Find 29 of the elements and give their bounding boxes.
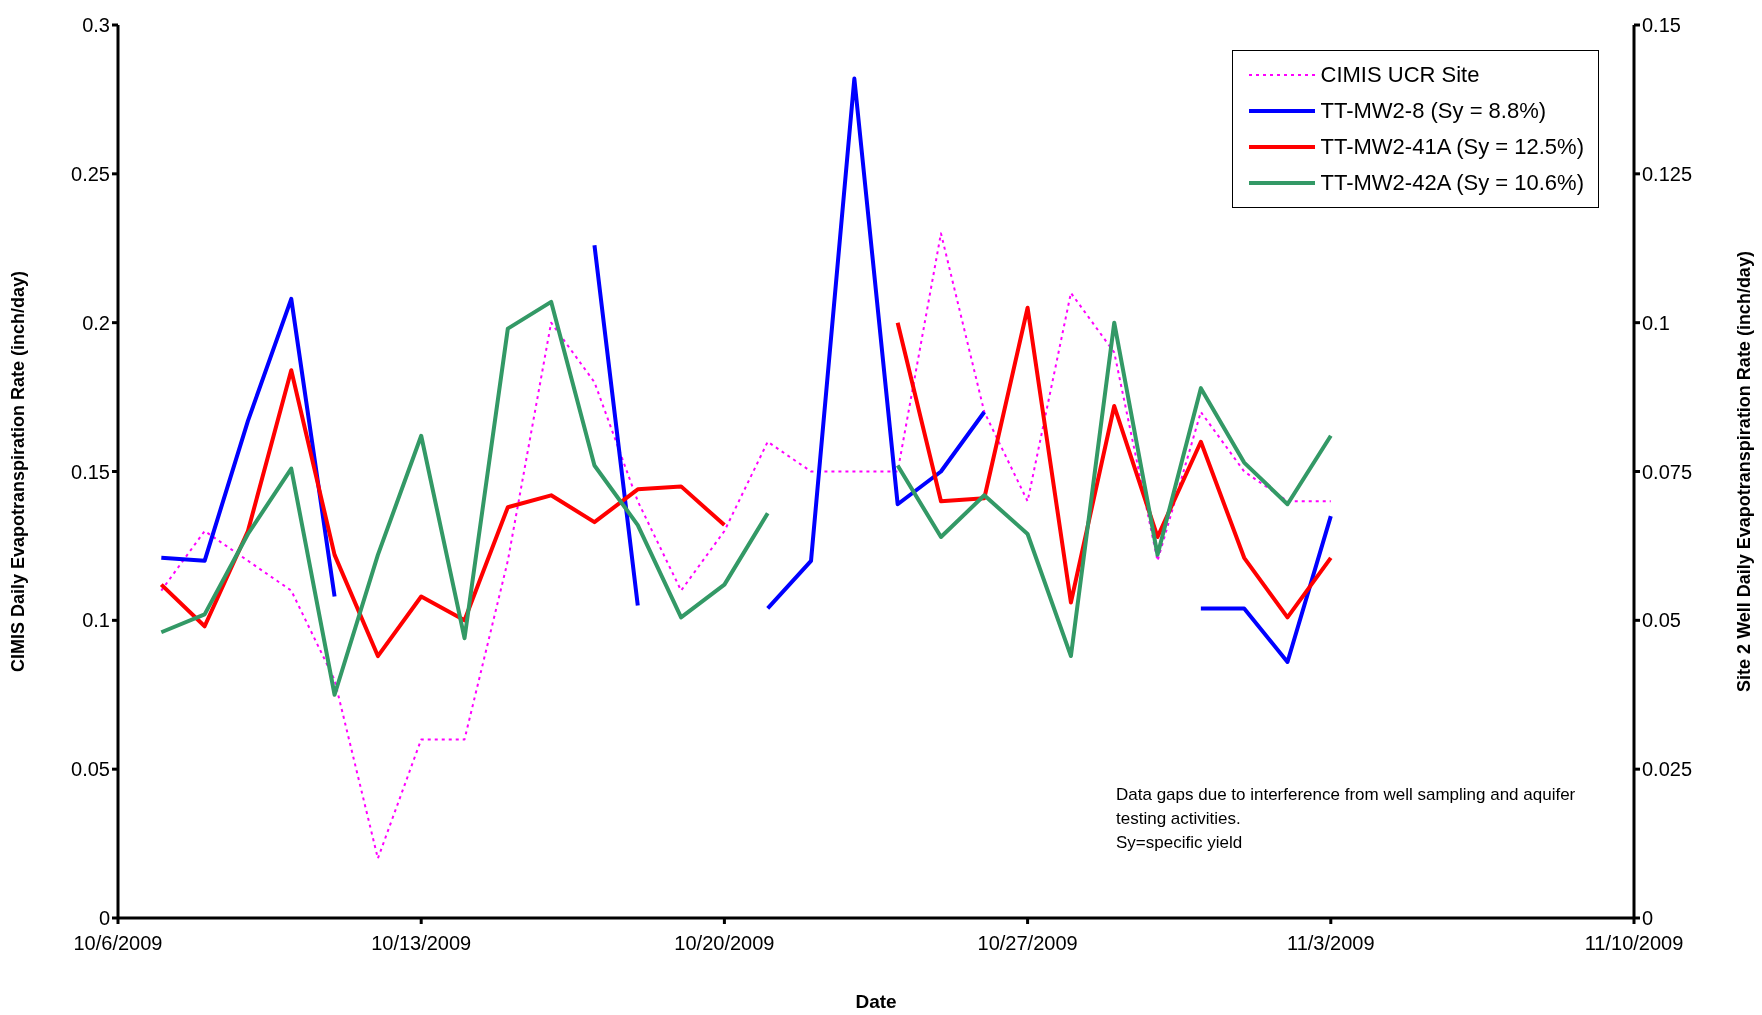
x-tick-label: 11/10/2009 — [1584, 932, 1684, 955]
y2-tick-label: 0.125 — [1642, 162, 1693, 185]
x-axis-title: Date — [855, 991, 897, 1012]
annotation: Data gaps due to interference from well sampling and aquifer testing activities. — [1116, 784, 1577, 830]
x-tick-label: 10/20/2009 — [674, 932, 775, 955]
x-tick-label: 10/27/2009 — [977, 932, 1078, 955]
y2-tick-label: 0.15 — [1642, 14, 1681, 37]
x-tick-label: 11/3/2009 — [1287, 932, 1375, 955]
x-tick-label: 10/13/2009 — [371, 932, 472, 955]
y2-axis-title: Site 2 Well Daily Evapotranspiration Rate (inch/day) — [1734, 251, 1755, 692]
y-tick-label: 0.15 — [71, 460, 110, 483]
y-tick-label: 0.3 — [82, 14, 110, 37]
y-tick-label: 0.05 — [71, 758, 110, 781]
legend-label: TT-MW2-8 (Sy = 8.8%) — [1320, 98, 1547, 124]
y2-tick-label: 0.05 — [1642, 609, 1681, 632]
y-tick-label: 0.1 — [82, 609, 110, 632]
x-tick-label: 10/6/2009 — [73, 932, 163, 955]
annotation: Sy=specific yield — [1116, 832, 1244, 854]
y-tick-label: 0.25 — [71, 162, 110, 185]
legend-label: CIMIS UCR Site — [1320, 62, 1480, 88]
y2-tick-label: 0 — [1642, 907, 1654, 930]
legend-label: TT-MW2-42A (Sy = 10.6%) — [1320, 170, 1584, 196]
y2-tick-label: 0.075 — [1642, 460, 1693, 483]
y2-tick-label: 0.025 — [1642, 758, 1693, 781]
y-tick-label: 0 — [98, 907, 110, 930]
y2-tick-label: 0.1 — [1642, 311, 1670, 334]
y-tick-label: 0.2 — [82, 311, 110, 334]
y-axis-title: CIMIS Daily Evapotranspiration Rate (inch/day) — [8, 270, 29, 673]
legend-label: TT-MW2-41A (Sy = 12.5%) — [1320, 134, 1584, 160]
